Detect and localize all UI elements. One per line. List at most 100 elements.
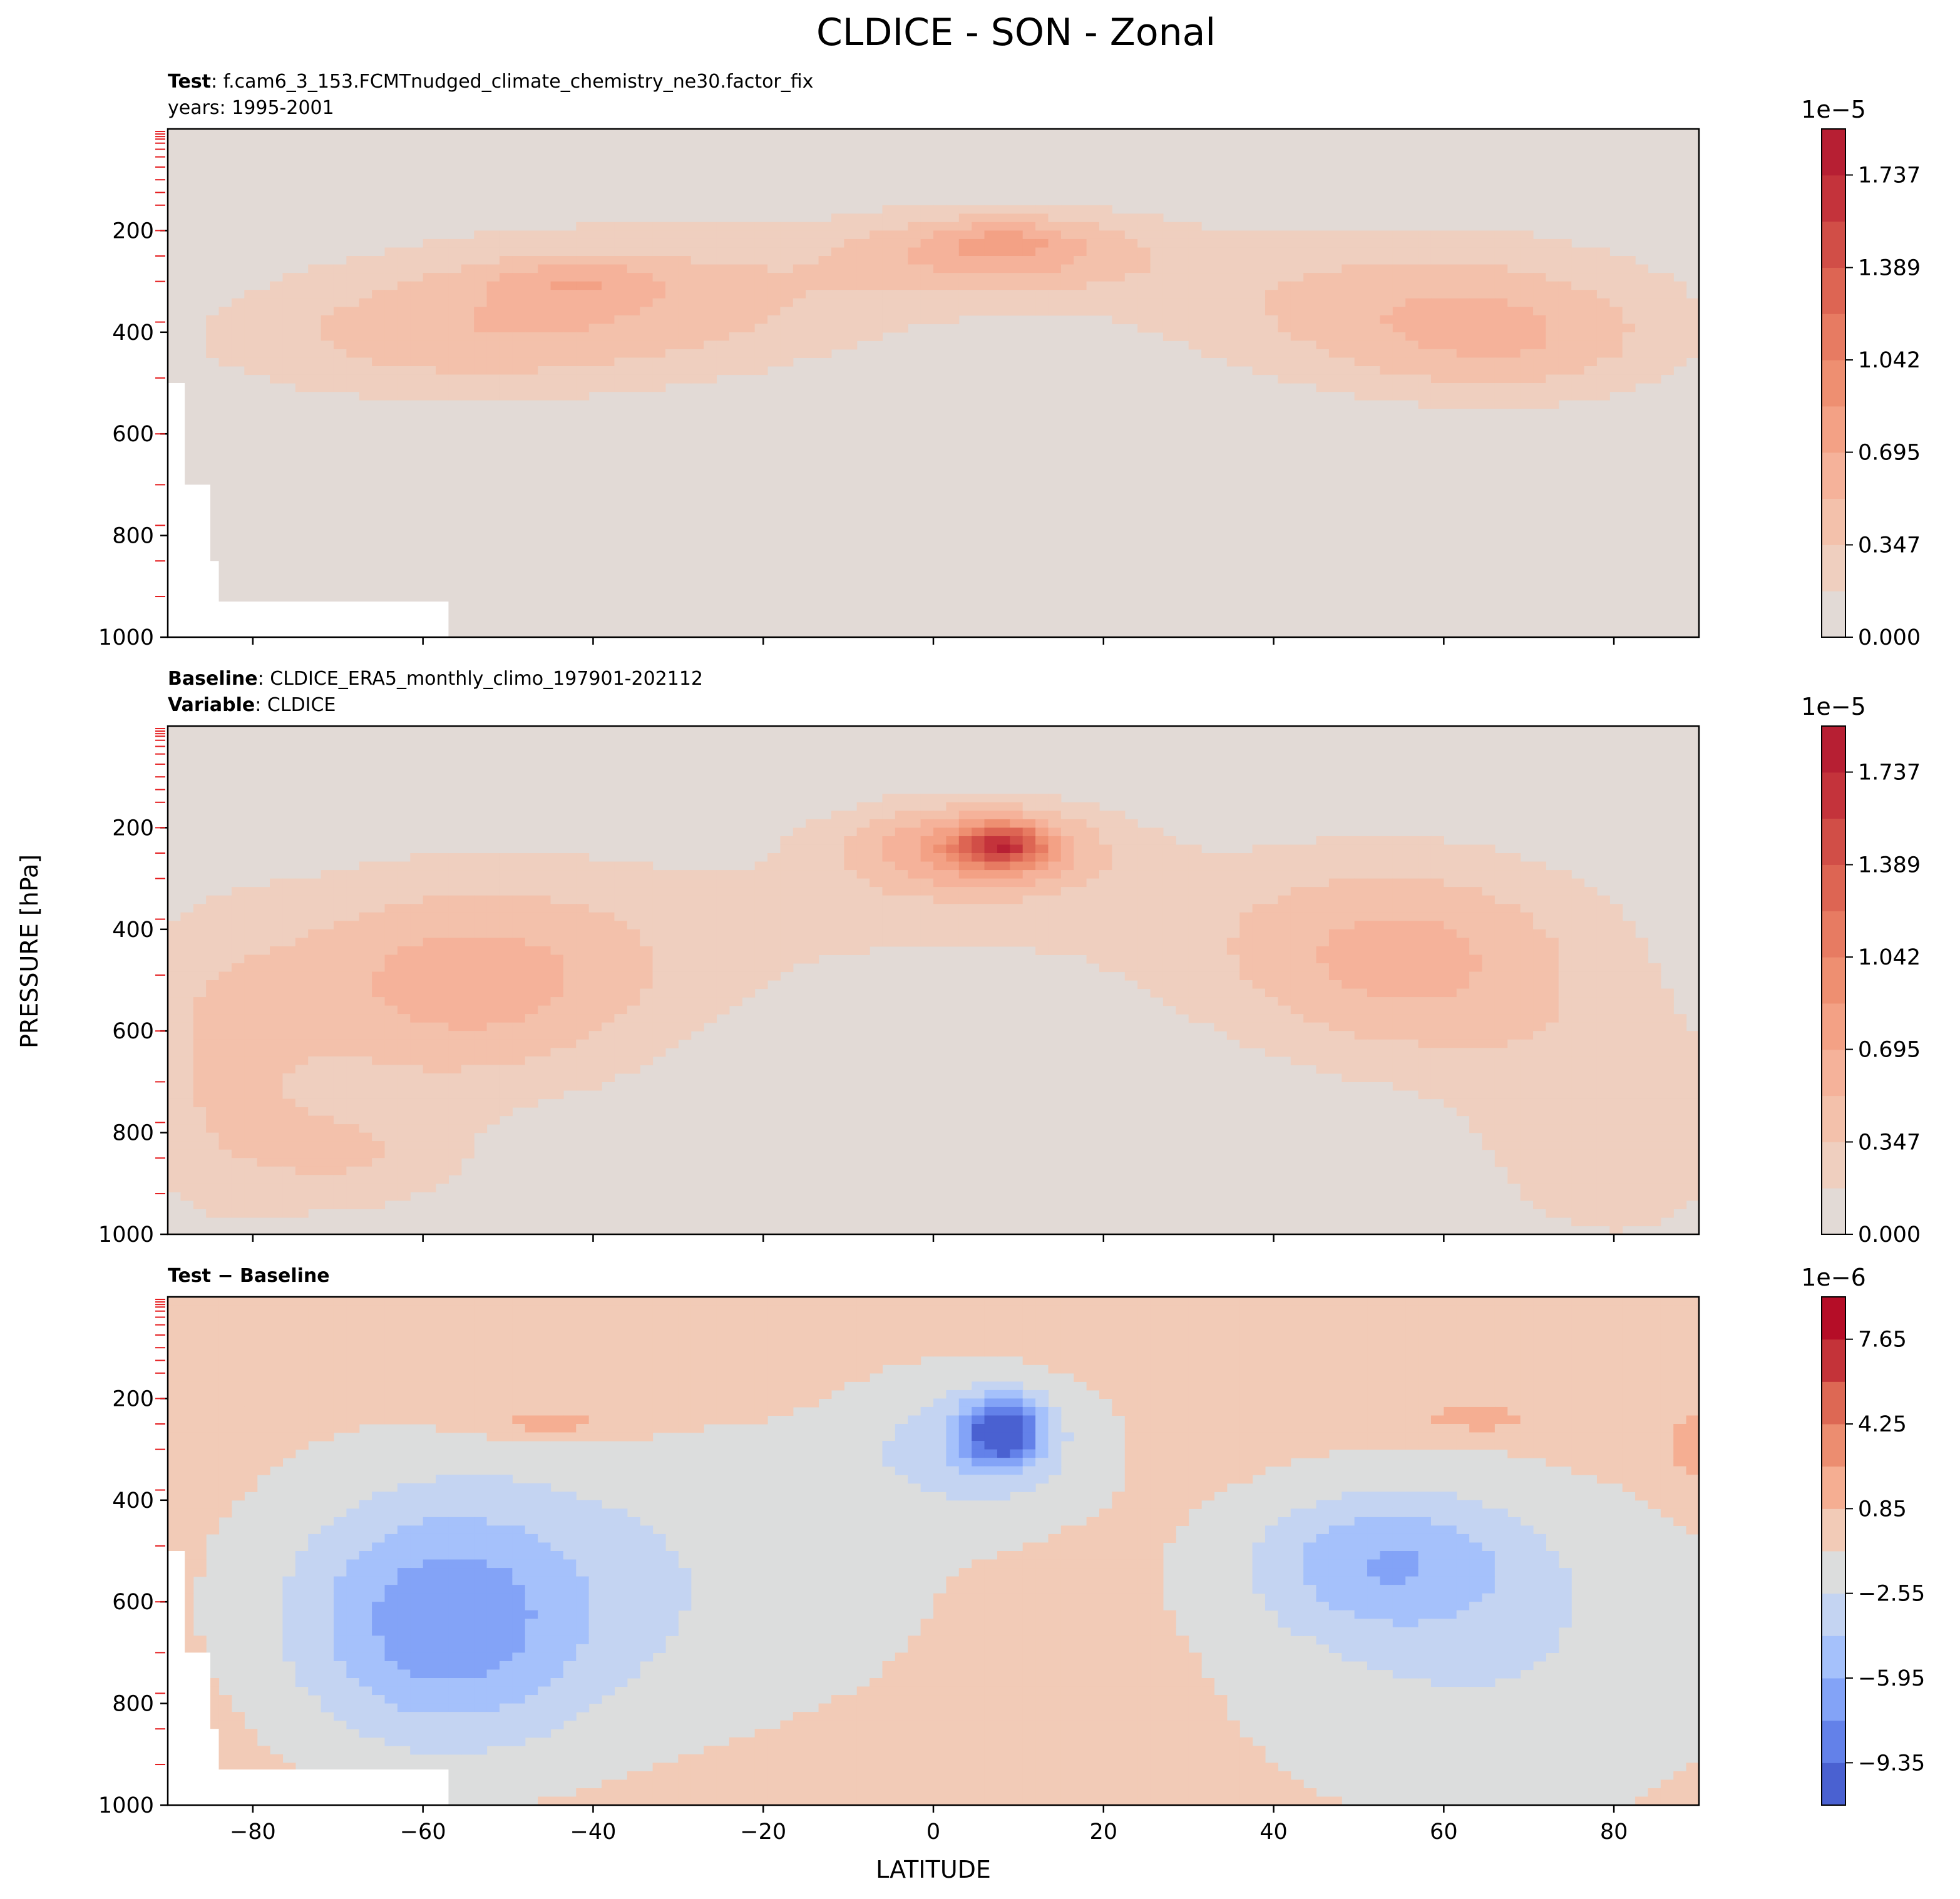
contour-cell	[1686, 1056, 1700, 1065]
contour-cell	[486, 1065, 500, 1074]
contour-cell	[1622, 383, 1636, 392]
contour-cell	[1328, 264, 1342, 274]
contour-cell	[512, 349, 526, 358]
contour-cell	[1584, 256, 1598, 265]
contour-cell	[1342, 357, 1355, 367]
contour-cell	[461, 366, 475, 376]
contour-cell	[588, 912, 602, 921]
contour-cell	[958, 861, 972, 871]
contour-cell	[704, 324, 717, 333]
contour-cell	[1150, 827, 1164, 837]
contour-cell	[244, 366, 258, 376]
contour-cell	[423, 895, 436, 904]
contour-cell	[1124, 887, 1138, 896]
contour-cell	[716, 1005, 730, 1015]
contour-cell	[1635, 955, 1649, 964]
contour-cell	[780, 247, 794, 257]
contour-cell	[218, 912, 232, 921]
contour-cell	[1660, 332, 1674, 341]
contour-cell	[1316, 1056, 1330, 1065]
contour-cell	[218, 971, 232, 981]
contour-cell	[1482, 997, 1496, 1006]
contour-cell	[870, 213, 883, 223]
contour-cell	[958, 819, 972, 828]
contour-cell	[1022, 205, 1036, 214]
contour-cell	[1533, 887, 1546, 896]
contour-cell	[767, 357, 781, 367]
contour-cell	[1660, 1082, 1674, 1091]
contour-cell	[831, 844, 844, 854]
contour-cell	[1444, 1065, 1457, 1074]
contour-cell	[257, 938, 270, 947]
contour-cell	[1137, 213, 1151, 223]
contour-cell	[576, 955, 590, 964]
contour-cell	[563, 1031, 577, 1040]
contour-cell	[729, 912, 742, 921]
contour-cell	[1214, 298, 1228, 307]
contour-cell	[1622, 1124, 1636, 1134]
contour-cell	[168, 1124, 181, 1134]
contour-cell	[1430, 904, 1444, 913]
contour-cell	[1137, 247, 1151, 257]
contour-cell	[180, 1090, 194, 1100]
contour-cell	[1405, 1082, 1419, 1091]
contour-cell	[1507, 1115, 1521, 1125]
contour-cell	[690, 340, 704, 350]
contour-cell	[1546, 988, 1559, 998]
contour-cell	[1265, 844, 1278, 854]
contour-cell	[1609, 273, 1623, 282]
contour-cell	[346, 273, 360, 282]
contour-cell	[831, 324, 844, 333]
contour-cell	[652, 895, 666, 904]
contour-cell	[397, 324, 411, 333]
contour-cell	[1660, 1073, 1674, 1082]
contour-cell	[627, 971, 640, 981]
contour-cell	[461, 315, 475, 324]
contour-cell	[448, 946, 462, 955]
contour-cell	[384, 273, 398, 282]
contour-cell	[295, 955, 309, 964]
contour-cell	[1060, 878, 1074, 888]
contour-cell	[1533, 264, 1546, 274]
contour-cell	[627, 955, 640, 964]
contour-cell	[1074, 861, 1087, 871]
contour-cell	[627, 946, 640, 955]
contour-cell	[397, 887, 411, 896]
contour-cell	[448, 1022, 462, 1031]
contour-cell	[1444, 980, 1457, 990]
contour-cell	[321, 1048, 334, 1057]
contour-cell	[1392, 290, 1406, 299]
contour-cell	[1558, 264, 1572, 274]
contour-cell	[1546, 980, 1559, 990]
contour-cell	[1635, 1107, 1649, 1117]
contour-cell	[946, 929, 960, 938]
contour-cell	[1520, 938, 1534, 947]
contour-cell	[678, 315, 692, 324]
contour-cell	[1162, 273, 1176, 282]
contour-cell	[1290, 332, 1304, 341]
contour-cell	[257, 997, 270, 1006]
contour-cell	[1226, 1022, 1240, 1031]
contour-cell	[244, 315, 258, 324]
contour-cell	[1596, 281, 1610, 290]
contour-cell	[1444, 400, 1457, 409]
contour-cell	[1265, 895, 1278, 904]
contour-cell	[410, 921, 424, 930]
contour-cell	[1328, 315, 1342, 324]
contour-cell	[767, 904, 781, 913]
contour-cell	[563, 281, 577, 290]
colorbar-segment	[1822, 498, 1845, 545]
contour-cell	[563, 1082, 577, 1091]
contour-cell	[1112, 247, 1126, 257]
contour-cell	[1482, 946, 1496, 955]
contour-cell	[729, 904, 742, 913]
contour-cell	[882, 298, 896, 307]
contour-cell	[1418, 912, 1432, 921]
contour-cell	[1290, 273, 1304, 282]
contour-cell	[346, 912, 360, 921]
contour-cell	[908, 921, 921, 930]
contour-cell	[1035, 811, 1049, 820]
contour-cell	[1430, 963, 1444, 973]
contour-cell	[895, 887, 908, 896]
contour-cell	[1609, 1073, 1623, 1082]
